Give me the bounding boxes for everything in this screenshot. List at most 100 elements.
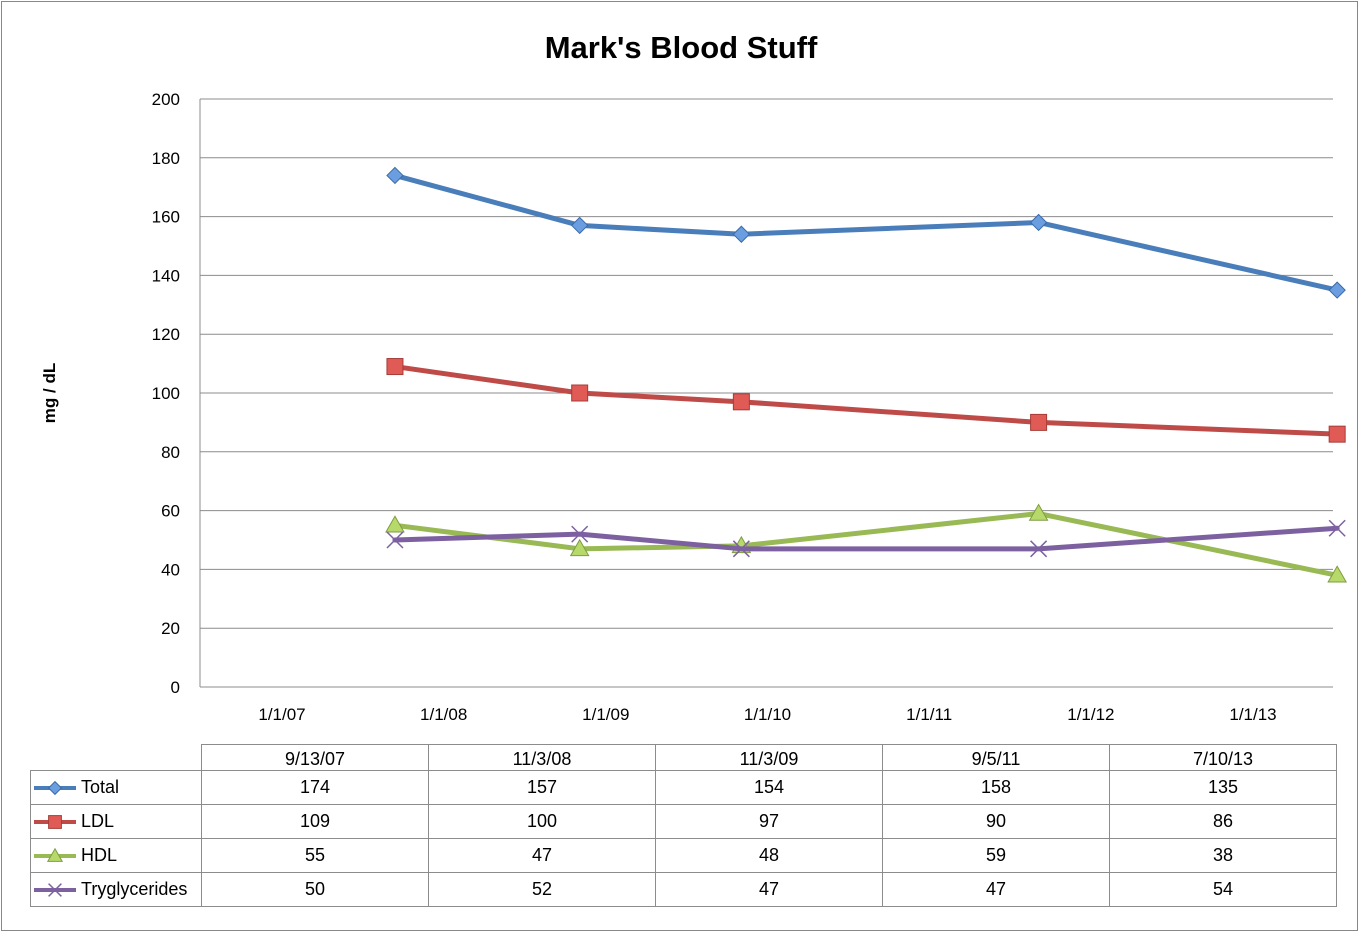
table-header-row: 9/13/07 11/3/08 11/3/09 9/5/11 7/10/13: [30, 744, 1337, 771]
legend-marker: [46, 847, 64, 862]
table-cell: 135: [1109, 770, 1337, 805]
table-cell: 55: [201, 838, 429, 873]
table-cell: 50: [201, 872, 429, 907]
point-hdl: [1028, 503, 1049, 521]
table-row-label: HDL: [30, 838, 202, 873]
legend-key-ldl: [34, 814, 76, 829]
marker-x-stroke: [571, 525, 589, 543]
series-total: [386, 166, 1346, 299]
legend-label: LDL: [81, 811, 115, 831]
x-tick-label: 1/1/08: [420, 705, 467, 724]
point-tryglycerides: [571, 525, 589, 543]
table-cell: 52: [428, 872, 656, 907]
y-tick-label: 100: [152, 384, 180, 403]
point-ldl: [732, 393, 750, 411]
y-tick-label: 60: [161, 502, 180, 521]
x-tick-label: 1/1/10: [744, 705, 791, 724]
x-tick-label: 1/1/12: [1067, 705, 1114, 724]
chart-title: Mark's Blood Stuff: [545, 30, 818, 65]
gridlines: [199, 98, 1333, 688]
legend-marker: [48, 814, 62, 829]
table-cell: 86: [1109, 804, 1337, 839]
point-tryglycerides: [386, 531, 404, 549]
point-total: [1328, 281, 1346, 299]
y-tick-label: 0: [171, 678, 180, 697]
point-hdl: [569, 538, 590, 557]
table-cell: 158: [882, 770, 1110, 805]
y-tick-label: 80: [161, 443, 180, 462]
marker-x-stroke: [48, 882, 62, 897]
series-ldl: [386, 358, 1346, 443]
table-date-header: 11/3/09: [655, 744, 883, 771]
point-hdl: [1327, 565, 1348, 583]
point-ldl: [386, 358, 404, 376]
table-cell: 97: [655, 804, 883, 839]
y-tick-label: 120: [152, 325, 180, 344]
table-cell: 54: [1109, 872, 1337, 907]
y-tick-label: 20: [161, 619, 180, 638]
point-tryglycerides: [732, 540, 750, 558]
point-tryglycerides: [1328, 519, 1346, 537]
legend-key-total: [34, 780, 76, 795]
table-cell: 174: [201, 770, 429, 805]
point-total: [732, 225, 751, 243]
y-tick-label: 200: [152, 90, 180, 109]
y-axis-label: mg / dL: [40, 363, 59, 423]
legend-entry-ldl: LDL: [31, 811, 201, 832]
table-cell: 47: [882, 872, 1110, 907]
table-date-header: 7/10/13: [1109, 744, 1337, 771]
point-total: [386, 166, 404, 185]
x-tick-label: 1/1/09: [582, 705, 629, 724]
point-ldl: [1328, 425, 1346, 443]
marker-x-stroke: [732, 540, 750, 558]
legend-entry-total: Total: [31, 777, 201, 798]
point-hdl: [385, 515, 405, 533]
legend-entry-tryglycerides: Tryglycerides: [31, 879, 201, 900]
table-cell: 157: [428, 770, 656, 805]
table-row-tryglycerides: Tryglycerides 50 52 47 47 54: [30, 872, 1337, 907]
y-tick-label: 160: [152, 208, 180, 227]
data-table: 9/13/07 11/3/08 11/3/09 9/5/11 7/10/13 Total…: [30, 744, 1337, 907]
series-hdl: [385, 503, 1348, 583]
legend-label: Total: [81, 777, 120, 797]
legend-label: Tryglycerides: [81, 879, 188, 899]
marker-x-stroke: [386, 531, 404, 549]
table-cell: 100: [428, 804, 656, 839]
y-axis-ticks: 0 20 40 60 80 100 120 140 160 180 200: [152, 90, 180, 697]
y-tick-label: 140: [152, 266, 180, 285]
table-row-total: Total 174 157 154 158 135: [30, 770, 1337, 805]
table-row-hdl: HDL 55 47 48 59 38: [30, 838, 1337, 873]
x-tick-label: 1/1/07: [258, 705, 305, 724]
legend-key-hdl: [34, 847, 76, 862]
marker-x-stroke: [1328, 519, 1346, 537]
series-line-total: [392, 172, 1340, 293]
x-axis-ticks: 1/1/07 1/1/08 1/1/09 1/1/10 1/1/11 1/1/12 1/1/…: [258, 705, 1276, 724]
table-cell: 48: [655, 838, 883, 873]
table-row-label: Tryglycerides: [30, 872, 202, 907]
table-date-header: 9/5/11: [882, 744, 1110, 771]
table-row-label: LDL: [30, 804, 202, 839]
series-tryglycerides: [386, 519, 1346, 558]
legend-marker: [47, 780, 63, 795]
legend-key-tryglycerides: [34, 882, 76, 897]
marker-x-stroke: [1030, 540, 1048, 558]
table-cell: 38: [1109, 838, 1337, 873]
table-row-ldl: LDL 109 100 97 90 86: [30, 804, 1337, 839]
table-cell: 47: [428, 838, 656, 873]
legend-marker: [48, 882, 62, 897]
y-tick-label: 40: [161, 560, 180, 579]
point-ldl: [1030, 413, 1048, 431]
x-tick-label: 1/1/13: [1229, 705, 1276, 724]
point-total: [1029, 213, 1048, 232]
legend-entry-hdl: HDL: [31, 845, 201, 866]
point-ldl: [571, 384, 589, 402]
legend-label: HDL: [81, 845, 118, 865]
series-group: [385, 166, 1348, 583]
point-tryglycerides: [1030, 540, 1048, 558]
table-cell: 154: [655, 770, 883, 805]
table-date-header: 9/13/07: [201, 744, 429, 771]
table-corner: [30, 744, 202, 771]
table-body: Total 174 157 154 158 135 LDL 109 100 97 90 86 HDL 55…: [30, 770, 1337, 907]
